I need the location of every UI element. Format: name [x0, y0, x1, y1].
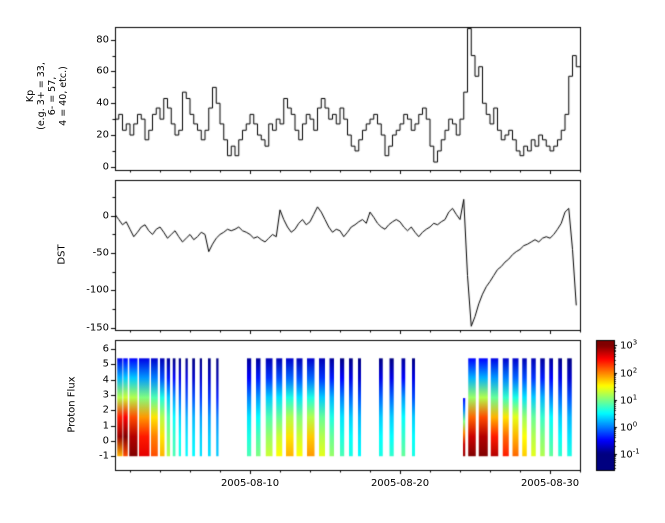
dst-y-tick-label: -100 [86, 284, 109, 296]
colorbar-tick-label: 101 [620, 392, 638, 407]
flux-y-tick-label: 0 [102, 435, 109, 447]
flux-y-tick-label: 6 [102, 343, 109, 355]
colorbar [596, 340, 614, 470]
kp-ylabel-line-1: Kp [25, 89, 36, 103]
kp-y-axis-label: Kp (e.g. 3+ = 33, 6- = 57, 4 = 40, etc.) [25, 58, 69, 134]
kp-y-tick-label: 20 [96, 129, 109, 141]
colorbar-tick-label: 10-1 [620, 447, 640, 461]
colorbar-tick-label: 103 [620, 338, 638, 353]
kp-y-tick-label: 60 [96, 65, 109, 77]
flux-y-tick-label: 1 [102, 420, 109, 432]
flux-y-tick-label: 3 [102, 389, 109, 401]
colorbar-tick-label: 100 [620, 419, 638, 434]
flux-y-tick-label: 2 [102, 404, 109, 416]
dst-y-tick-label: 0 [102, 210, 109, 222]
kp-ylabel-line-2: (e.g. 3+ = 33, [36, 62, 47, 130]
proton-flux-panel [115, 340, 580, 470]
kp-y-tick-label: 0 [102, 161, 109, 173]
dst-y-tick-label: -150 [86, 322, 109, 334]
dst-panel [115, 180, 580, 330]
colorbar-tick-label: 102 [620, 365, 638, 380]
flux-y-tick-label: 4 [102, 374, 109, 386]
dst-y-axis-label: DST [56, 244, 68, 265]
x-date-tick-label: 2005-08-30 [520, 478, 580, 489]
kp-panel [115, 27, 580, 170]
kp-ylabel-line-4: 4 = 40, etc.) [58, 66, 69, 126]
kp-ylabel-line-3: 6- = 57, [47, 76, 58, 116]
dst-y-tick-label: -50 [92, 247, 109, 259]
flux-y-tick-label: -1 [99, 450, 109, 462]
x-date-tick-label: 2005-08-10 [220, 478, 280, 489]
flux-y-tick-label: 5 [102, 358, 109, 370]
kp-y-tick-label: 80 [96, 34, 109, 46]
kp-y-tick-label: 40 [96, 97, 109, 109]
proton-flux-y-axis-label: Proton Flux [66, 376, 78, 433]
x-date-tick-label: 2005-08-20 [370, 478, 430, 489]
